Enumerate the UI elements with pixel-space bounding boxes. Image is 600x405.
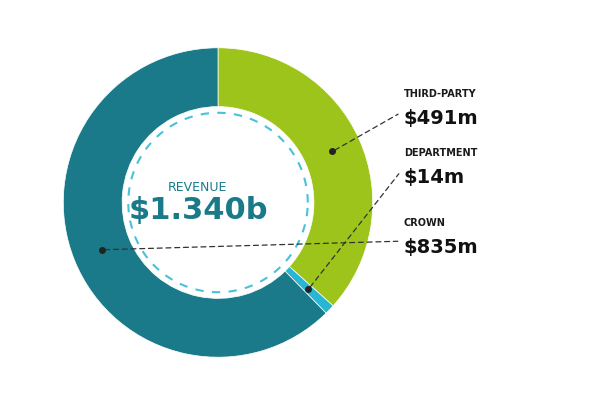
Text: THIRD-PARTY: THIRD-PARTY [404, 89, 476, 99]
Text: $14m: $14m [404, 168, 465, 187]
Text: $1.340b: $1.340b [128, 196, 268, 225]
Text: CROWN: CROWN [404, 217, 446, 228]
Text: REVENUE: REVENUE [168, 181, 227, 194]
Wedge shape [218, 48, 373, 306]
Wedge shape [285, 266, 333, 313]
Text: $491m: $491m [404, 109, 478, 128]
Text: DEPARTMENT: DEPARTMENT [404, 148, 477, 158]
Text: $835m: $835m [404, 238, 478, 257]
Wedge shape [64, 48, 326, 357]
